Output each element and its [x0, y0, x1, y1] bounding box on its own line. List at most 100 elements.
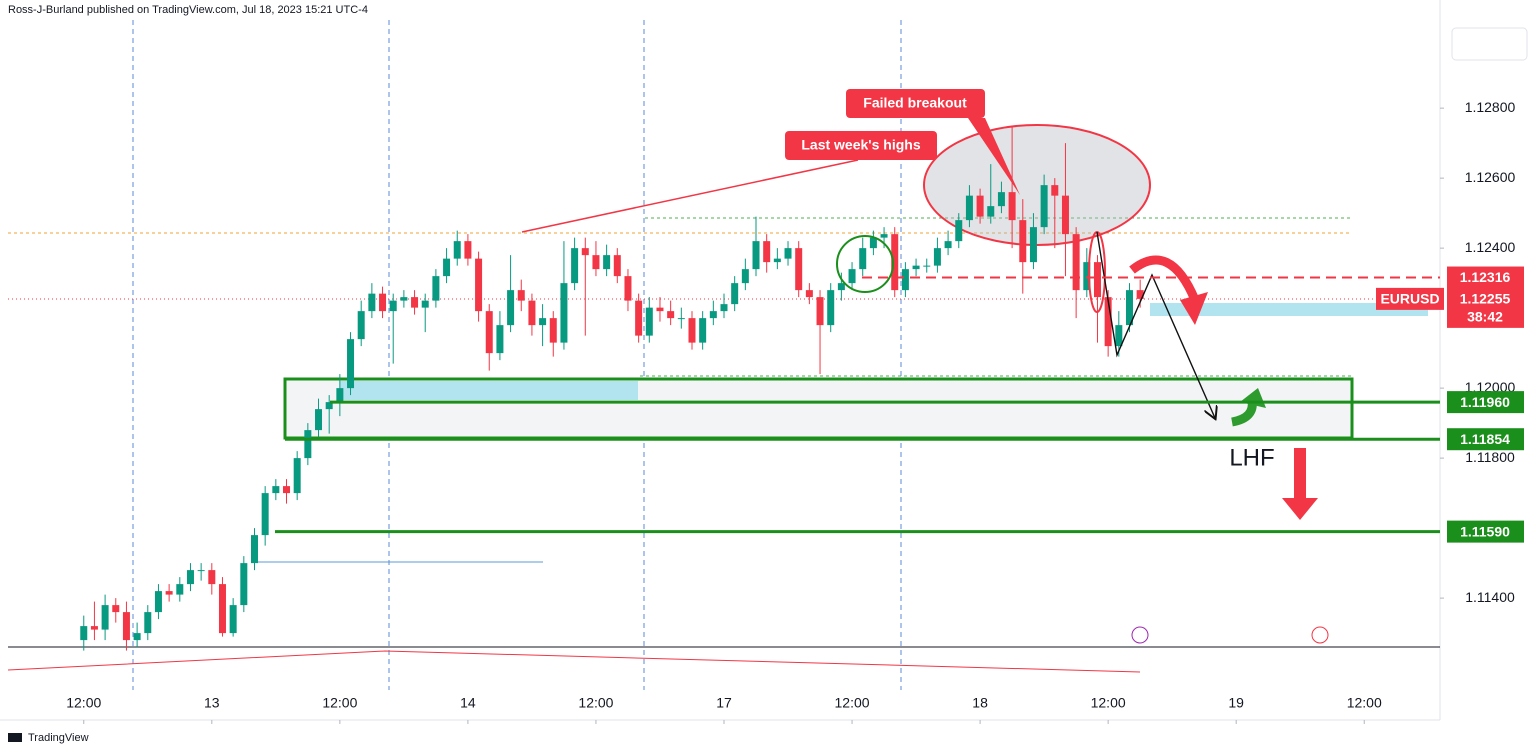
candle-body — [1051, 185, 1059, 196]
candle-body — [1061, 195, 1069, 235]
candle-body — [411, 297, 419, 308]
level-label: 1.11854 — [1460, 431, 1510, 447]
candle-body — [475, 258, 483, 312]
candle-body — [901, 269, 909, 291]
candle-body — [453, 241, 461, 259]
symbol-box — [1376, 287, 1444, 310]
indicator-line — [7, 650, 1141, 673]
candle-body — [912, 265, 920, 270]
candle-body — [1029, 227, 1037, 263]
level-label-box — [1447, 391, 1524, 414]
candle-body — [421, 300, 429, 308]
candle-body — [987, 206, 995, 217]
candle-body — [773, 258, 781, 263]
candle-body — [763, 241, 771, 263]
layout: 1.11400 1.11800 1.12000 1.12400 1.12600 1.128… — [0, 0, 1528, 724]
candle-body — [315, 409, 323, 431]
y-tick-label: 1.12800 — [1465, 99, 1516, 115]
zone-highlight — [340, 381, 638, 400]
candle-body — [784, 248, 792, 259]
candle-body — [133, 633, 141, 641]
candle-body — [549, 318, 557, 343]
candle-body — [965, 195, 973, 221]
candle-body — [464, 241, 472, 259]
candle-body — [667, 311, 675, 319]
candle-body — [400, 297, 408, 301]
candle-body — [869, 237, 877, 249]
level-label: 1.11960 — [1460, 394, 1510, 410]
candle-body — [240, 563, 248, 606]
candle-body — [709, 311, 717, 319]
candle-body — [165, 591, 173, 595]
candle-body — [1104, 297, 1112, 347]
candle-body — [656, 307, 664, 312]
candle-body — [229, 605, 237, 634]
x-tick-label: 12:00 — [322, 695, 357, 711]
x-tick-label: 14 — [460, 695, 476, 711]
candle-body — [603, 255, 611, 270]
candle-body — [293, 458, 301, 494]
candle-body — [1072, 234, 1080, 291]
candle-body — [389, 300, 397, 312]
candle-body — [1093, 262, 1101, 298]
event-icon — [1131, 626, 1149, 644]
candle-body — [218, 584, 226, 634]
candle-body — [699, 318, 707, 343]
candle-body — [933, 248, 941, 266]
candle-body — [645, 307, 653, 336]
candle-body — [1083, 262, 1091, 291]
candle-body — [1019, 220, 1027, 263]
x-tick-label: 12:00 — [578, 695, 613, 711]
x-tick-label: 13 — [204, 695, 220, 711]
level-label: 1.12316 — [1460, 269, 1511, 285]
candle-body — [154, 591, 162, 613]
candle-body — [432, 276, 440, 301]
candle-body — [443, 258, 451, 277]
candle-body — [112, 605, 120, 613]
level-label-box — [1447, 520, 1524, 543]
curved-arrow-head — [1180, 292, 1208, 325]
drawings: Last week's highs Failed breakout LHF Ro… — [8, 4, 1524, 744]
callout-line — [521, 159, 859, 233]
curved-arrow — [1129, 255, 1200, 302]
candle-body — [528, 300, 536, 326]
candle-body — [944, 241, 952, 249]
down-arrow-head — [1282, 498, 1318, 520]
x-tick-label: 12:00 — [1091, 695, 1126, 711]
candle-body — [731, 283, 739, 305]
candle-body — [827, 290, 835, 326]
projection-path — [1096, 231, 1215, 418]
x-tick-label: 17 — [716, 695, 732, 711]
candle-body — [1136, 290, 1144, 299]
candle-body — [261, 493, 269, 536]
candle-body — [635, 300, 643, 336]
y-tick-label: 1.11800 — [1465, 449, 1515, 465]
candle-body — [197, 570, 205, 572]
candle-body — [272, 486, 280, 494]
candle-body — [1040, 185, 1048, 228]
candle-body — [80, 626, 88, 641]
candle-body — [283, 486, 291, 494]
annotation: Last week's highs — [801, 137, 920, 153]
candle-body — [122, 612, 130, 641]
candle-body — [741, 269, 749, 284]
candle-body — [144, 612, 152, 634]
candle-body — [859, 248, 867, 270]
x-tick-label: 12:00 — [835, 695, 870, 711]
candle-body — [250, 535, 258, 564]
candle-body — [955, 220, 963, 242]
candle-body — [325, 402, 333, 410]
candle-body — [720, 304, 728, 312]
candle-body — [357, 311, 365, 340]
annotation: LHF — [1229, 444, 1274, 471]
candle-body — [336, 388, 344, 403]
x-tick-label: 18 — [972, 695, 988, 711]
candle-body — [816, 297, 824, 326]
button[interactable] — [1451, 27, 1528, 61]
last-price-box — [1447, 287, 1524, 328]
candle-body — [101, 605, 109, 630]
candle-body — [848, 269, 856, 284]
callout — [846, 89, 985, 118]
candle-body — [997, 192, 1005, 207]
candle-body — [923, 265, 931, 267]
